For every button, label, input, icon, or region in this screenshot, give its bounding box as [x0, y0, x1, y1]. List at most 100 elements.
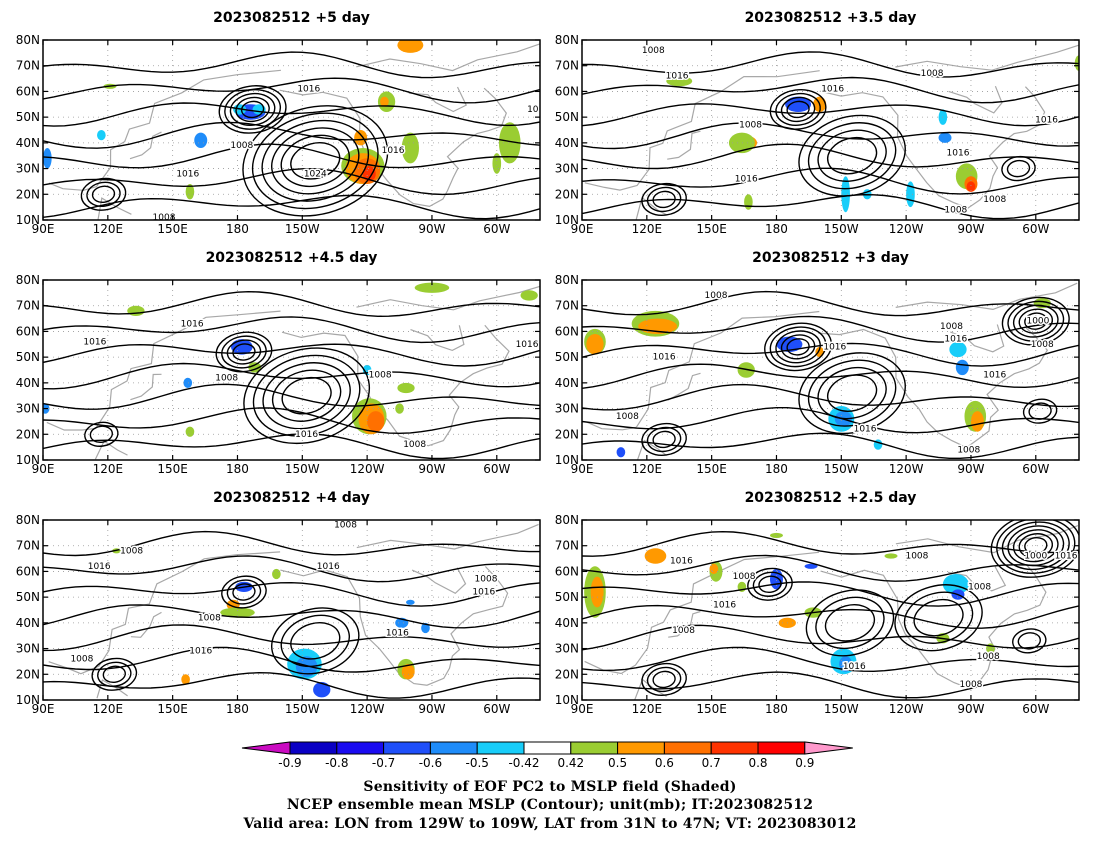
- low-pressure-contour: [646, 186, 682, 213]
- y-tick-label: 50N: [16, 590, 40, 604]
- sensitivity-patch: [401, 132, 419, 164]
- contour-label: 1024: [304, 169, 327, 179]
- panel-frame: [42, 39, 541, 221]
- sensitivity-patch: [709, 563, 719, 574]
- contour-label: 101: [527, 105, 544, 115]
- isobar-contour: [582, 581, 1079, 607]
- coastline: [634, 678, 667, 700]
- contour-label: 1008: [957, 445, 980, 455]
- contour-label: 1016: [821, 84, 844, 94]
- colorbar-swatch: [663, 741, 712, 755]
- isobar-contour: [43, 51, 540, 79]
- panel-frame: [581, 519, 1080, 701]
- x-tick-label: 150W: [824, 702, 859, 716]
- sensitivity-patch: [272, 568, 281, 580]
- colorbar-tick-label: -0.8: [325, 756, 348, 770]
- contour-label: 1016: [88, 562, 111, 572]
- high-pressure-contour: [252, 354, 361, 437]
- x-tick-label: 150E: [157, 462, 188, 476]
- high-pressure-contour: [242, 105, 389, 217]
- low-pressure-contour: [218, 85, 287, 134]
- low-pressure-contour: [1001, 155, 1036, 182]
- panel-frame: [581, 279, 1080, 461]
- colorbar-tick-label: 0.5: [608, 756, 627, 770]
- high-pressure-contour: [817, 129, 887, 182]
- caption-line-2: NCEP ensemble mean MSLP (Contour); unit(…: [286, 797, 814, 813]
- isobar-contour: [43, 194, 540, 220]
- panel-frame: [581, 39, 1080, 221]
- low-pressure-contour: [1006, 159, 1031, 178]
- x-tick-label: 150E: [157, 222, 188, 236]
- isobar-contour: [582, 383, 1079, 411]
- panel-title: 2023082512 +3 day: [752, 250, 909, 266]
- y-tick-label: 50N: [555, 110, 579, 124]
- low-pressure-contour: [646, 666, 682, 693]
- coastline: [281, 324, 510, 447]
- y-tick-label: 20N: [16, 187, 40, 201]
- sensitivity-patch: [220, 607, 255, 618]
- colorbar-swatch: [383, 741, 431, 755]
- high-pressure-contour: [271, 369, 342, 422]
- isobar-contour: [43, 343, 540, 367]
- sensitivity-patch: [313, 682, 331, 698]
- contour-label: 1000: [1024, 552, 1047, 562]
- panel-title: 2023082512 +3.5 day: [745, 10, 917, 26]
- contour-label: 1008: [120, 546, 143, 556]
- low-pressure-contour: [780, 334, 816, 360]
- high-pressure-contour: [281, 376, 332, 415]
- low-pressure-contour: [235, 96, 270, 123]
- contour-label: 1008: [230, 141, 253, 151]
- low-pressure-contour: [1024, 312, 1048, 330]
- low-pressure-contour: [102, 665, 126, 684]
- x-tick-label: 120E: [632, 222, 663, 236]
- y-tick-label: 40N: [16, 616, 40, 630]
- contour-label: 1008: [705, 291, 728, 301]
- x-tick-label: 90W: [418, 462, 445, 476]
- high-pressure-contour: [243, 347, 371, 445]
- sensitivity-patch: [185, 426, 195, 437]
- low-pressure-contour: [215, 331, 273, 373]
- y-tick-label: 50N: [555, 350, 579, 364]
- map-area: 1016 1008 1000 1016 1008 1008 1016 1008 1016 1008…: [582, 520, 1079, 700]
- x-tick-label: 60W: [483, 462, 510, 476]
- y-tick-label: 80N: [555, 33, 579, 47]
- sensitivity-patch: [666, 76, 693, 87]
- coastline: [279, 87, 507, 208]
- y-tick-label: 60N: [555, 84, 579, 98]
- low-pressure-contour: [226, 579, 262, 605]
- colorbar-swatch: [570, 741, 619, 755]
- colorbar-tick-label: -0.7: [372, 756, 395, 770]
- sensitivity-patch: [367, 411, 385, 432]
- isobar-contour: [582, 76, 1079, 104]
- isobar-contour: [582, 315, 1079, 343]
- isobar-contour: [582, 624, 1079, 651]
- x-tick-label: 180: [226, 222, 249, 236]
- low-pressure-contour: [641, 422, 687, 456]
- low-pressure-contour: [91, 657, 138, 691]
- x-tick-label: 90E: [32, 222, 55, 236]
- low-pressure-contour: [652, 670, 676, 689]
- coastline: [410, 325, 465, 352]
- x-tick-label: 90E: [571, 222, 594, 236]
- low-pressure-contour: [221, 335, 267, 369]
- x-tick-label: 60W: [1022, 222, 1049, 236]
- low-pressure-contour: [641, 182, 687, 216]
- colorbar-swatch: [429, 741, 478, 755]
- contour-label: 1016: [670, 557, 693, 567]
- high-pressure-contour: [815, 596, 885, 650]
- y-tick-label: 40N: [555, 616, 579, 630]
- contour-label: 1016: [947, 149, 970, 159]
- sensitivity-patch: [841, 176, 850, 213]
- coastline: [667, 130, 701, 160]
- sensitivity-patch: [127, 305, 145, 316]
- contour-label: 1016: [297, 84, 320, 94]
- high-pressure-contour: [894, 584, 983, 652]
- map-background: [582, 280, 1079, 460]
- isobar-contour: [582, 554, 1079, 582]
- contour-label: 1008: [944, 205, 967, 215]
- low-pressure-contour: [1001, 296, 1070, 346]
- coastline: [668, 610, 701, 638]
- y-tick-label: 80N: [16, 33, 40, 47]
